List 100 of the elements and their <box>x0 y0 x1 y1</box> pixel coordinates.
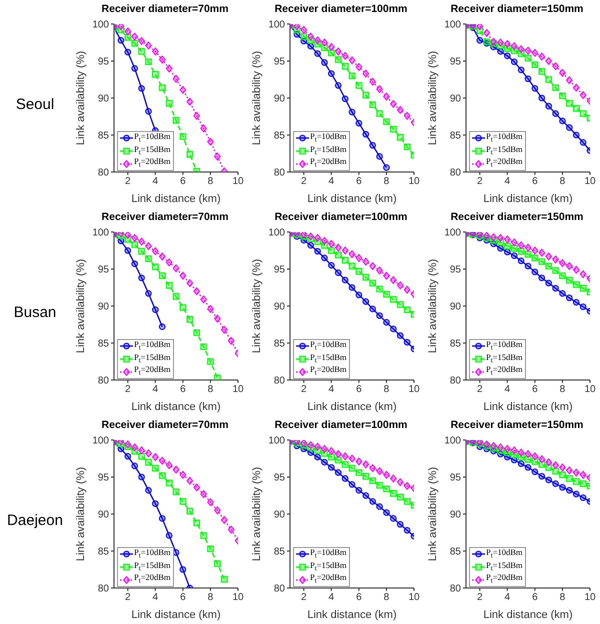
point <box>186 98 194 106</box>
point <box>538 52 546 60</box>
y-tick-label: 95 <box>274 472 286 484</box>
chart-title: Receiver diameter=70mm <box>100 418 230 433</box>
point <box>342 52 348 60</box>
point <box>314 36 321 44</box>
point <box>518 448 524 456</box>
point <box>552 110 559 117</box>
point <box>334 269 342 276</box>
point <box>572 478 580 485</box>
text: Daejeon <box>6 512 64 528</box>
x-tick-label: 2 <box>124 592 131 604</box>
x-tick-label: 10 <box>232 176 244 188</box>
point <box>207 545 214 552</box>
y-tick-label: 80 <box>98 168 110 179</box>
point <box>369 262 376 270</box>
point <box>356 458 362 466</box>
x-tick-label: 4 <box>328 384 335 396</box>
y-tick-label: 80 <box>274 376 286 387</box>
point <box>214 374 221 380</box>
point <box>118 24 124 30</box>
point <box>307 232 314 240</box>
point <box>362 274 370 280</box>
point <box>166 100 172 106</box>
point <box>552 480 559 487</box>
point <box>145 108 152 115</box>
point <box>518 460 524 467</box>
point <box>328 454 335 460</box>
point <box>300 33 308 40</box>
point <box>342 246 348 254</box>
point <box>342 475 348 482</box>
y-tick-label: 80 <box>98 584 110 595</box>
point <box>532 48 538 57</box>
point <box>490 442 497 450</box>
point <box>328 262 335 269</box>
point <box>566 466 573 474</box>
x-tick-label: 10 <box>584 176 596 188</box>
point <box>166 480 172 486</box>
legend-label: P$_{t}$=15dBm <box>310 144 347 156</box>
x-axis-title: Link distance (km) <box>307 193 397 205</box>
x-axis-title: Link distance (km) <box>307 609 397 621</box>
y-axis-title: Link availability (%) <box>74 466 87 562</box>
point <box>180 133 186 140</box>
legend-label: P$_{t}$=15dBm <box>486 144 523 156</box>
point <box>510 42 518 50</box>
y-tick-label: 90 <box>98 94 110 105</box>
point <box>580 494 586 502</box>
y-tick-label: 100 <box>268 228 286 239</box>
y-tick-label: 100 <box>92 228 110 239</box>
point <box>321 44 328 51</box>
point <box>356 63 362 71</box>
y-tick-label: 100 <box>444 20 462 31</box>
point <box>580 303 586 310</box>
point <box>124 34 132 41</box>
x-tick-label: 6 <box>356 176 362 188</box>
x-tick-label: 4 <box>328 176 335 188</box>
point <box>138 85 145 92</box>
x-tick-label: 2 <box>300 384 307 396</box>
point <box>362 492 370 499</box>
point <box>334 456 342 464</box>
point <box>158 515 166 522</box>
y-tick-label: 90 <box>274 302 286 313</box>
point <box>559 290 566 297</box>
point <box>186 316 194 323</box>
x-tick-label: 10 <box>584 384 596 396</box>
y-tick-label: 95 <box>274 264 286 276</box>
point <box>180 304 186 311</box>
point <box>362 460 370 468</box>
point <box>138 452 145 460</box>
point <box>504 52 511 60</box>
y-tick-label: 80 <box>450 584 462 595</box>
point <box>580 139 586 146</box>
point <box>145 255 152 262</box>
point <box>131 241 138 248</box>
point <box>342 461 348 468</box>
point <box>559 463 566 472</box>
x-tick-label: 4 <box>152 176 159 188</box>
point <box>572 266 580 274</box>
point <box>552 62 559 70</box>
point <box>510 238 518 246</box>
x-tick-label: 8 <box>208 592 214 604</box>
point <box>572 281 580 288</box>
point <box>580 91 586 99</box>
chart-title: Receiver diameter=150mm <box>450 210 584 225</box>
point <box>559 259 566 267</box>
x-tick-label: 6 <box>356 384 362 396</box>
x-tick-label: 10 <box>584 592 596 604</box>
point <box>545 102 552 110</box>
point <box>383 118 390 125</box>
point <box>307 32 314 40</box>
y-tick-label: 85 <box>274 338 286 350</box>
point <box>376 467 383 475</box>
point <box>342 256 348 264</box>
y-tick-label: 90 <box>274 94 286 105</box>
point <box>390 126 397 132</box>
point <box>559 118 566 124</box>
point <box>321 444 328 453</box>
point <box>572 468 580 476</box>
legend-label: P$_{t}$=15dBm <box>310 352 347 364</box>
point <box>172 293 180 300</box>
